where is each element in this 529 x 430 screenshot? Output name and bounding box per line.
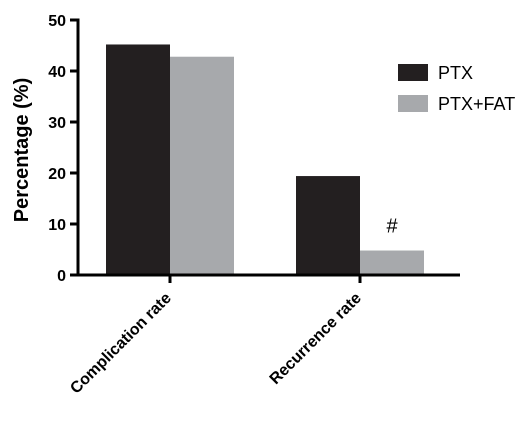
bar-complication-rate-ptx-fat bbox=[170, 56, 234, 275]
legend-label-ptx: PTX bbox=[438, 63, 473, 83]
bar-recurrence-rate-ptx-fat bbox=[360, 250, 424, 275]
x-tick-label: Recurrence rate bbox=[267, 290, 365, 388]
x-tick-label: Complication rate bbox=[67, 290, 175, 398]
legend-swatch-ptx bbox=[398, 64, 428, 81]
y-tick-label: 30 bbox=[48, 115, 66, 132]
bars-layer bbox=[106, 44, 424, 276]
bar-recurrence-rate-ptx bbox=[296, 176, 360, 275]
y-tick-label: 0 bbox=[57, 268, 66, 285]
y-tick-label: 40 bbox=[48, 64, 66, 81]
legend-label-ptx-fat: PTX+FAT bbox=[438, 94, 515, 114]
significance-marker: # bbox=[386, 216, 398, 238]
legend: PTX PTX+FAT bbox=[398, 63, 515, 114]
bar-complication-rate-ptx bbox=[106, 44, 170, 276]
y-tick-label: 20 bbox=[48, 166, 66, 183]
y-tick-label: 10 bbox=[48, 217, 66, 234]
y-tick-label: 50 bbox=[48, 13, 66, 30]
annotations-layer: # bbox=[386, 216, 398, 238]
y-axis-title: Percentage (%) bbox=[11, 78, 33, 223]
legend-swatch-ptx-fat bbox=[398, 95, 428, 112]
